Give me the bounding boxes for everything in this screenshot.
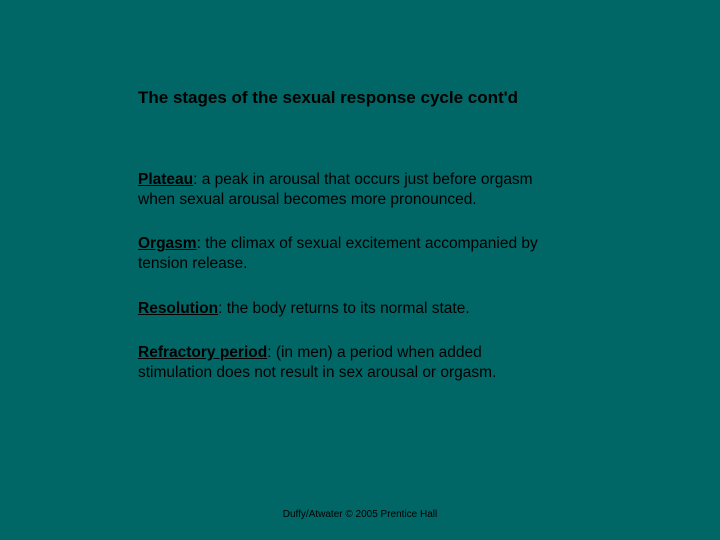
term-definition: : the body returns to its normal state. [218, 300, 470, 317]
term-label: Plateau [138, 171, 193, 188]
definition-item: Plateau: a peak in arousal that occurs j… [138, 170, 558, 210]
term-definition: : a peak in arousal that occurs just bef… [138, 171, 533, 208]
term-label: Orgasm [138, 235, 197, 252]
definition-item: Refractory period: (in men) a period whe… [138, 343, 558, 383]
footer-credit: Duffy/Atwater © 2005 Prentice Hall [0, 509, 720, 520]
term-definition: : the climax of sexual excitement accomp… [138, 235, 538, 272]
slide-title: The stages of the sexual response cycle … [138, 88, 720, 108]
term-label: Resolution [138, 300, 218, 317]
term-label: Refractory period [138, 344, 267, 361]
definition-item: Resolution: the body returns to its norm… [138, 299, 558, 319]
definition-item: Orgasm: the climax of sexual excitement … [138, 234, 558, 274]
slide: The stages of the sexual response cycle … [0, 0, 720, 540]
